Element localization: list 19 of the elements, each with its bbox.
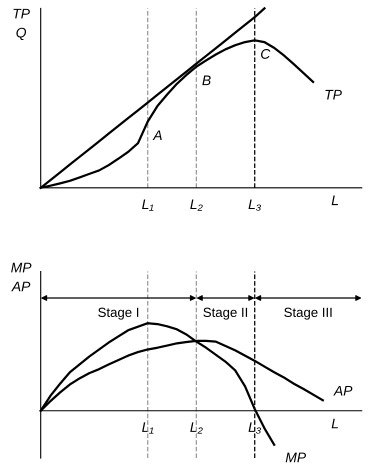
series-label: AP: [333, 386, 352, 396]
text: Stage III: [284, 308, 332, 320]
y-axis-title: MP AP: [11, 262, 32, 292]
annotation: B: [202, 76, 211, 86]
text: Stage I: [98, 308, 138, 320]
x-tick-label: L₂: [190, 422, 203, 434]
x-tick-label: L₂: [190, 199, 203, 211]
series-label: TP: [325, 90, 342, 100]
x-axis-title: L: [332, 196, 338, 206]
y-axis-title: TP Q: [13, 8, 30, 40]
series-label: MP: [286, 452, 306, 462]
x-axis-title: L: [332, 418, 338, 428]
x-tick-label: L₁: [142, 422, 154, 434]
x-tick-label: L₁: [142, 199, 154, 211]
annotation: C: [261, 49, 270, 59]
text: Stage II: [203, 308, 248, 320]
x-tick-label: L₃: [248, 199, 261, 211]
annotation: A: [152, 130, 162, 140]
x-tick-label: L₃: [248, 422, 261, 434]
